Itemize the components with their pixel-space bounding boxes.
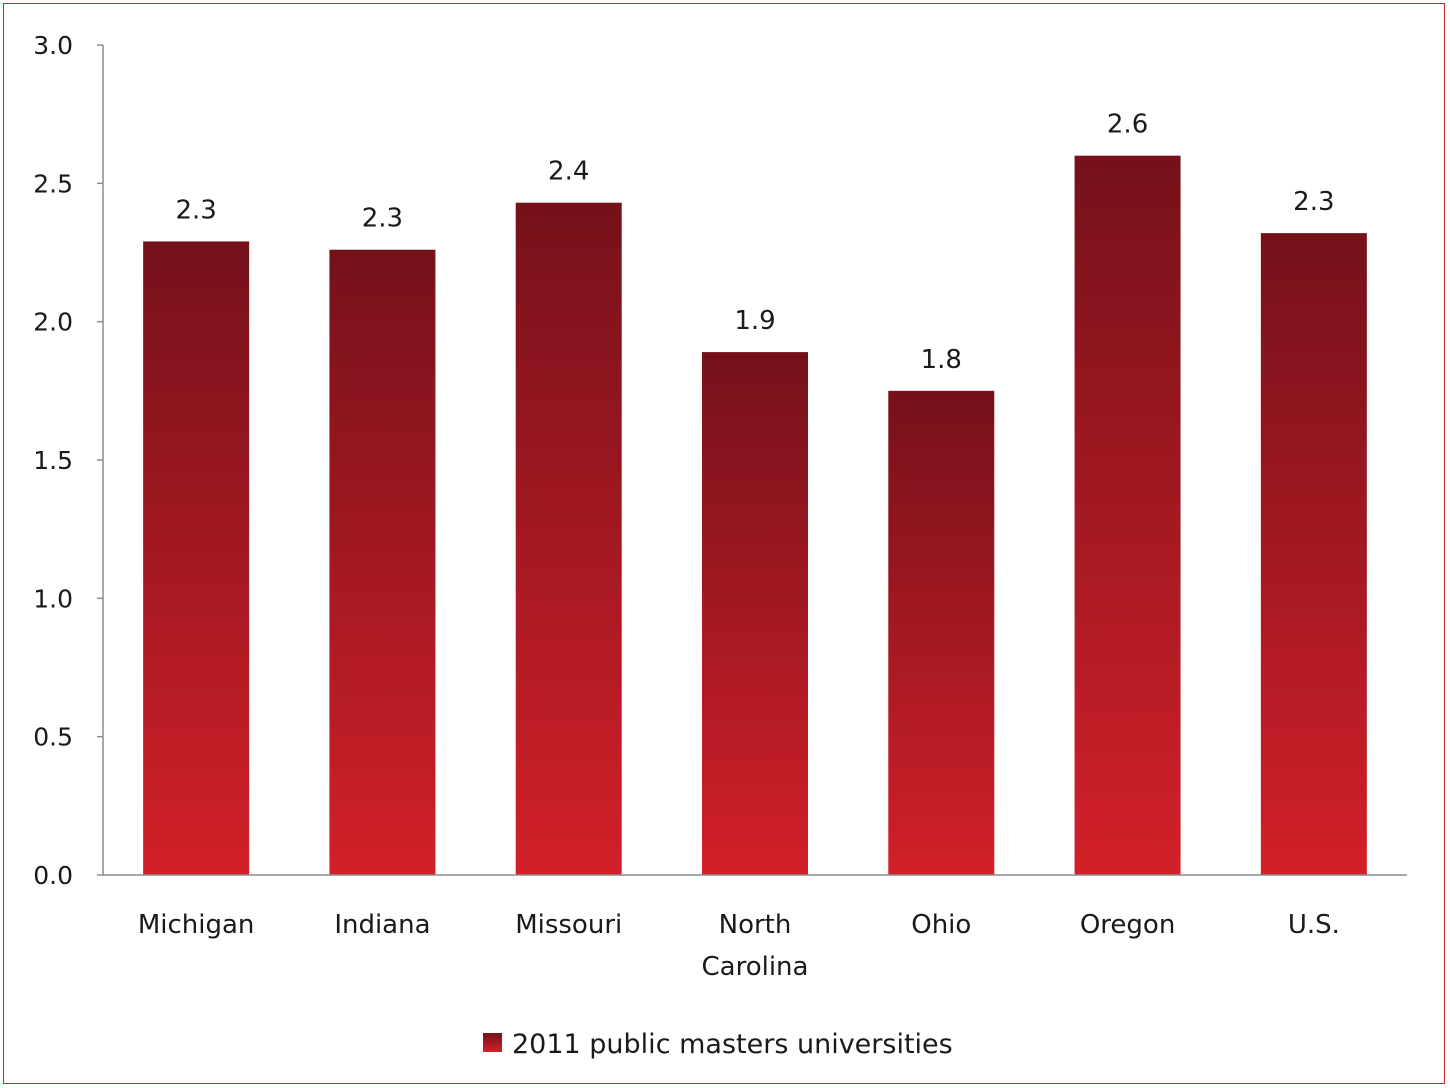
bar-u-s [1260, 233, 1367, 876]
bar-ohio [888, 390, 995, 875]
y-tick-label: 3.0 [33, 31, 73, 60]
y-tick-label: 1.0 [33, 584, 73, 613]
x-axis: Michigan Indiana Missouri North Carolina Ohio… [103, 874, 1407, 982]
bar-north-carolina [702, 352, 808, 876]
y-tick-label: 2.5 [33, 169, 73, 198]
data-label: 2.3 [1293, 187, 1334, 217]
category-label: Michigan [138, 910, 255, 940]
y-tick-label: 2.0 [33, 308, 73, 337]
y-tick-label: 0.5 [33, 723, 73, 752]
legend-label: 2011 public masters universities [512, 1029, 953, 1060]
y-tick-label: 1.5 [33, 446, 73, 475]
legend: 2011 public masters universities [483, 1029, 953, 1060]
data-label: 1.8 [921, 345, 962, 375]
bar-indiana [329, 249, 436, 875]
y-axis: 0.0 0.5 1.0 1.5 2.0 2.5 3.0 [33, 31, 104, 890]
data-label: 2.6 [1107, 110, 1148, 140]
category-label: North Carolina [702, 910, 809, 982]
category-label: Oregon [1080, 910, 1175, 940]
category-label-line: Indiana [334, 910, 430, 940]
category-label: Ohio [911, 910, 971, 940]
category-label-line: Michigan [138, 910, 255, 940]
category-label: U.S. [1288, 910, 1340, 940]
y-tick-label: 0.0 [33, 861, 73, 890]
data-label: 2.3 [175, 195, 216, 225]
bar-michigan [143, 241, 250, 875]
bars: 2.3 2.3 2.4 1.9 1.8 2.6 2.3 [143, 110, 1367, 876]
category-label: Missouri [515, 910, 622, 940]
category-label-line: Missouri [515, 910, 622, 940]
category-label-line: Carolina [702, 952, 809, 982]
category-label-line: Ohio [911, 910, 971, 940]
bar-missouri [515, 202, 622, 875]
data-label: 1.9 [734, 306, 775, 336]
category-label-line: Oregon [1080, 910, 1175, 940]
data-label: 2.4 [548, 157, 589, 187]
category-label-line: U.S. [1288, 910, 1340, 940]
category-label-line: North [719, 910, 792, 940]
bar-oregon [1074, 155, 1181, 875]
data-label: 2.3 [362, 204, 403, 234]
category-label: Indiana [334, 910, 430, 940]
legend-swatch [483, 1033, 502, 1052]
